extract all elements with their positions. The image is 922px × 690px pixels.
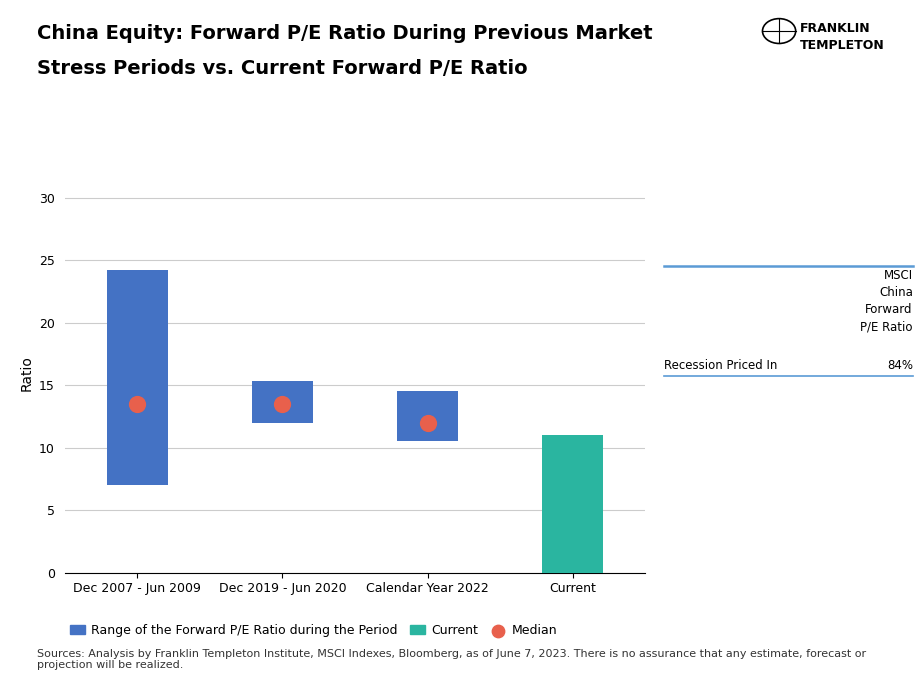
Bar: [542, 435, 603, 573]
Point: [130, 398, 145, 409]
Legend: Range of the Forward P/E Ratio during the Period, Current, Median: Range of the Forward P/E Ratio during th…: [65, 619, 562, 642]
Point: [420, 417, 435, 428]
Y-axis label: Ratio: Ratio: [19, 355, 33, 391]
Bar: [252, 382, 313, 422]
Text: FRANKLIN
TEMPLETON: FRANKLIN TEMPLETON: [800, 22, 885, 52]
Text: 84%: 84%: [887, 359, 913, 372]
Text: China Equity: Forward P/E Ratio During Previous Market: China Equity: Forward P/E Ratio During P…: [37, 24, 653, 43]
Text: MSCI
China
Forward
P/E Ratio: MSCI China Forward P/E Ratio: [860, 269, 913, 333]
Text: Sources: Analysis by Franklin Templeton Institute, MSCI Indexes, Bloomberg, as o: Sources: Analysis by Franklin Templeton …: [37, 649, 866, 670]
Bar: [107, 270, 168, 485]
Text: Recession Priced In: Recession Priced In: [664, 359, 777, 372]
Bar: [397, 391, 458, 442]
Point: [275, 398, 290, 409]
Text: Stress Periods vs. Current Forward P/E Ratio: Stress Periods vs. Current Forward P/E R…: [37, 59, 527, 78]
